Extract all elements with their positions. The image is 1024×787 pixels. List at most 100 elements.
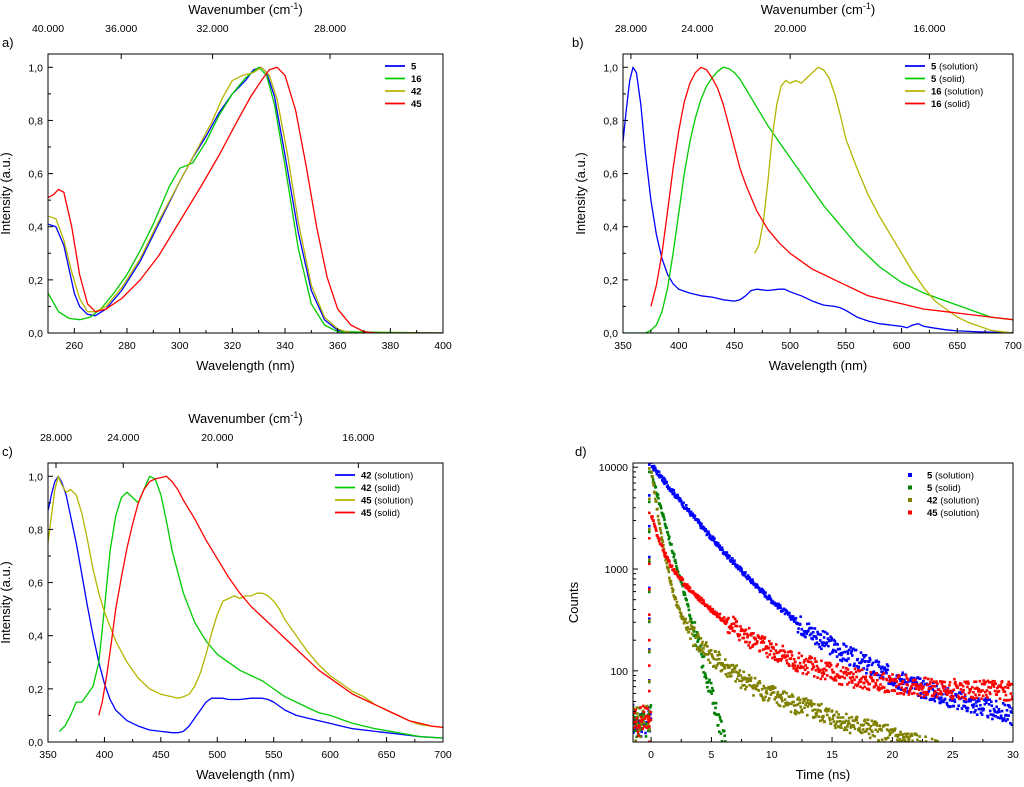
data-point <box>844 719 848 723</box>
data-point <box>713 610 717 613</box>
data-point <box>922 679 925 683</box>
data-point <box>803 706 806 710</box>
data-point <box>971 685 974 689</box>
data-point <box>916 676 920 679</box>
data-point <box>916 738 919 742</box>
data-point <box>808 655 812 658</box>
data-point <box>648 497 651 501</box>
data-point <box>811 637 814 641</box>
data-point <box>700 643 704 646</box>
data-point <box>657 497 660 500</box>
data-point <box>779 693 782 697</box>
data-point <box>675 564 678 568</box>
data-point <box>639 715 643 719</box>
data-point <box>727 672 730 675</box>
data-point <box>633 711 636 714</box>
data-point <box>794 669 798 672</box>
data-point <box>848 722 851 726</box>
data-point <box>751 643 755 647</box>
data-point <box>780 696 783 699</box>
data-point <box>644 706 647 710</box>
data-point <box>697 637 700 641</box>
data-point <box>702 601 706 605</box>
data-point <box>673 491 676 495</box>
data-point <box>777 695 781 699</box>
data-point <box>825 707 828 710</box>
data-point <box>847 681 851 684</box>
data-point <box>638 727 641 730</box>
data-point <box>723 667 726 670</box>
data-point <box>649 711 652 714</box>
data-point <box>1005 709 1009 712</box>
data-point <box>659 529 662 532</box>
data-point <box>849 651 853 655</box>
data-point <box>838 653 841 656</box>
data-point <box>696 639 700 642</box>
data-point <box>725 663 729 667</box>
data-point <box>880 673 884 677</box>
data-point <box>929 687 933 690</box>
data-point <box>806 666 809 670</box>
data-point <box>887 675 891 678</box>
data-point <box>868 736 872 740</box>
data-point <box>688 614 692 618</box>
data-point <box>728 554 731 558</box>
data-point <box>918 694 922 697</box>
data-point <box>851 681 854 684</box>
data-point <box>995 693 998 696</box>
data-point <box>676 604 680 608</box>
data-point <box>839 723 843 726</box>
data-point <box>643 725 646 728</box>
data-point <box>743 676 747 679</box>
data-point <box>664 551 667 555</box>
data-point <box>924 693 928 697</box>
data-point <box>809 626 812 630</box>
data-point <box>865 730 868 733</box>
data-point <box>745 576 749 579</box>
data-point <box>651 478 655 481</box>
data-point <box>852 725 856 728</box>
data-point <box>791 615 795 618</box>
data-point <box>688 620 692 623</box>
data-point <box>713 664 716 668</box>
data-point <box>785 659 788 662</box>
data-point <box>907 693 911 696</box>
data-point <box>692 634 696 638</box>
data-point <box>762 641 766 644</box>
x-tick-label: 400 <box>434 340 452 352</box>
data-point <box>826 664 830 668</box>
data-point <box>932 697 935 701</box>
data-point <box>864 659 867 663</box>
data-point <box>763 686 767 690</box>
data-point <box>991 717 994 721</box>
data-point <box>633 714 635 718</box>
data-point <box>752 632 755 635</box>
data-point <box>720 617 724 620</box>
data-point <box>826 632 829 635</box>
x-tick-label: 25 <box>947 749 959 761</box>
data-point <box>833 643 836 646</box>
data-point <box>648 467 651 470</box>
data-point <box>765 645 769 648</box>
data-point <box>883 666 887 669</box>
data-point <box>804 703 807 706</box>
data-point <box>833 713 836 717</box>
data-point <box>657 539 661 543</box>
data-point <box>821 643 824 647</box>
series-line-16-solution <box>753 66 1013 333</box>
chart-panel-1: 260 280 300 320 340 360 380 400 0,0 0,2 0,4 0,6 0,8 1… <box>0 1 452 373</box>
legend-label: 45 (solid) <box>361 508 400 519</box>
data-point <box>783 690 786 694</box>
data-point <box>795 666 799 670</box>
data-point <box>900 739 903 742</box>
data-point <box>731 557 734 560</box>
data-point <box>693 643 697 646</box>
data-point <box>746 677 750 681</box>
data-point <box>633 731 635 734</box>
data-point <box>783 698 787 701</box>
data-point <box>685 507 688 510</box>
data-point <box>823 720 826 723</box>
y-tick-label: 0,8 <box>603 115 618 127</box>
data-point <box>814 715 817 719</box>
data-point <box>993 710 997 714</box>
